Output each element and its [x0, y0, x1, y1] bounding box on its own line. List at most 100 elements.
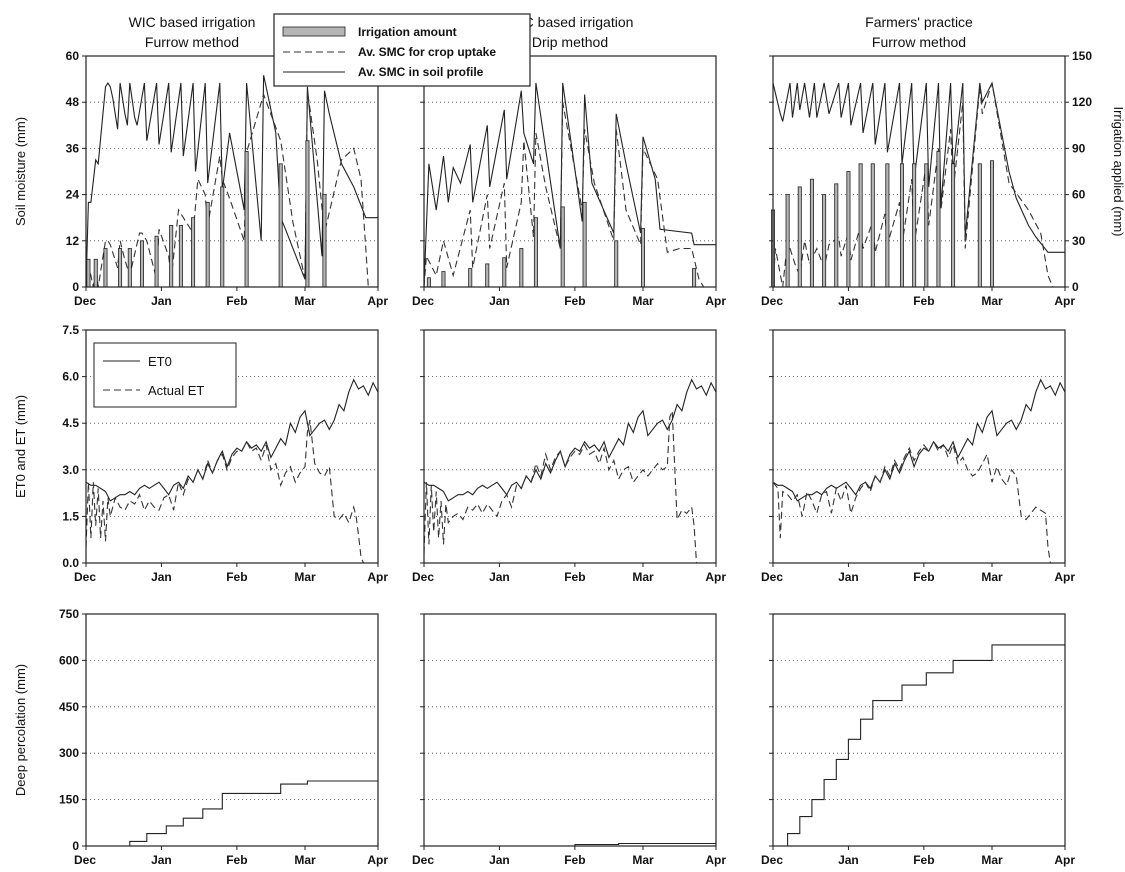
irrigation-bar: [582, 201, 587, 288]
irrigation-bar: [468, 268, 473, 288]
x-tick-label: Mar: [632, 853, 654, 867]
panel-percolation-1: 0 150 300 450 600 750 Dec Jan Feb Mar Apr Deep perc…: [13, 607, 388, 867]
y-tick-label: 450: [59, 700, 79, 714]
x-tick-label: Mar: [294, 853, 316, 867]
irrigation-bar: [278, 163, 283, 288]
y-axis-label: Deep percolation (mm): [13, 664, 28, 796]
irrigation-bar: [560, 206, 565, 288]
irrigation-bar: [936, 151, 941, 288]
irrigation-bar: [118, 248, 123, 288]
legend-label: ET0: [148, 354, 172, 369]
irrigation-bar: [912, 163, 917, 288]
y2-axis-label: Irrigation applied (mm): [1111, 106, 1125, 236]
y2-tick-label: 90: [1072, 141, 1086, 155]
x-tick-label: Dec: [761, 853, 783, 867]
x-tick-label: Dec: [761, 570, 783, 584]
irrigation-bar: [220, 186, 225, 288]
legend-label: Actual ET: [148, 383, 204, 398]
plot-frame: [423, 55, 717, 288]
x-tick-label: Dec: [74, 294, 96, 308]
y-tick-label: 600: [59, 653, 79, 667]
y-tick-label: 12: [66, 234, 80, 248]
series-line-av-smc-for-crop-uptake: [423, 102, 705, 288]
x-tick-label: Mar: [981, 570, 1003, 584]
x-tick-label: Mar: [294, 570, 316, 584]
plot-frame: [772, 613, 1066, 847]
y2-tick-label: 30: [1072, 234, 1086, 248]
x-tick-label: Apr: [1054, 570, 1075, 584]
series-line-et0: [423, 378, 717, 502]
irrigation-bar: [205, 201, 210, 288]
series-line-et0: [85, 378, 379, 502]
legend-box: [273, 13, 531, 87]
y-tick-label: 3.0: [62, 463, 79, 477]
panel-soil-moisture-1: 0 12 24 36 48 60 Dec Jan Feb Mar Apr WIC based irri…: [13, 14, 388, 308]
irrigation-bar: [951, 163, 956, 288]
panel-soil-moisture-2: Dec Jan Feb Mar Apr WIC based irrigation Drip …: [412, 14, 726, 308]
x-tick-label: Dec: [412, 294, 434, 308]
irrigation-bar: [244, 151, 249, 288]
x-tick-label: Jan: [489, 294, 510, 308]
x-tick-label: Feb: [913, 853, 934, 867]
y-tick-label: 48: [66, 95, 80, 109]
x-tick-label: Mar: [632, 570, 654, 584]
panel-subtitle: Drip method: [532, 34, 608, 50]
y-tick-label: 24: [66, 188, 80, 202]
irrigation-bar: [692, 268, 697, 288]
series-line-av-smc-for-crop-uptake: [85, 90, 369, 288]
plot-frame: [423, 613, 717, 847]
irrigation-bar: [139, 240, 144, 288]
x-tick-label: Mar: [981, 294, 1003, 308]
irrigation-bar: [533, 217, 538, 288]
x-tick-label: Feb: [564, 853, 585, 867]
plot-frame: [85, 55, 379, 288]
y-axis-label: Soil moisture (mm): [13, 117, 28, 226]
irrigation-bar: [641, 228, 646, 288]
irrigation-bar: [809, 178, 814, 288]
y-tick-label: 7.5: [62, 323, 79, 337]
x-tick-label: Dec: [74, 570, 96, 584]
y2-tick-label: 150: [1072, 49, 1092, 63]
x-tick-label: Jan: [838, 570, 859, 584]
x-tick-label: Mar: [632, 294, 654, 308]
legend-et: ET0 Actual ET: [93, 342, 237, 408]
x-tick-label: Feb: [913, 294, 934, 308]
irrigation-bar: [822, 194, 827, 288]
x-tick-label: Dec: [761, 294, 783, 308]
plot-frame: [772, 329, 1066, 564]
x-tick-label: Dec: [74, 853, 96, 867]
y-tick-label: 36: [66, 141, 80, 155]
legend-box: [93, 342, 237, 408]
x-tick-label: Jan: [489, 853, 510, 867]
y-tick-label: 0: [72, 280, 79, 294]
x-tick-label: Apr: [367, 570, 388, 584]
legend-label: Av. SMC for crop uptake: [358, 45, 496, 59]
x-tick-label: Feb: [564, 570, 585, 584]
series-line-av-smc-in-soil-profile: [423, 82, 716, 288]
chart-panels: 0 12 24 36 48 60 Dec Jan Feb Mar Apr WIC based irri…: [13, 14, 1125, 867]
y-tick-label: 4.5: [62, 416, 79, 430]
y2-tick-label: 60: [1072, 188, 1086, 202]
legend-swatch-bar: [282, 26, 346, 37]
plot-frame: [85, 329, 379, 564]
plot-frame: [423, 329, 717, 564]
x-tick-label: Feb: [913, 570, 934, 584]
series-line-et0: [772, 378, 1066, 502]
y-tick-label: 6.0: [62, 370, 79, 384]
x-tick-label: Apr: [705, 570, 726, 584]
panel-subtitle: Furrow method: [145, 34, 239, 50]
x-tick-label: Jan: [151, 853, 172, 867]
panel-percolation-2: Dec Jan Feb Mar Apr: [412, 613, 726, 867]
irrigation-bar: [899, 163, 904, 288]
x-tick-label: Apr: [367, 294, 388, 308]
y-tick-label: 150: [59, 793, 79, 807]
series-line-actual-et: [423, 410, 698, 564]
irrigation-bar: [502, 257, 507, 288]
irrigation-bar: [178, 224, 183, 288]
plot-frame: [85, 613, 379, 847]
panel-title: WIC based irrigation: [129, 14, 256, 30]
irrigation-bar: [441, 271, 446, 288]
x-tick-label: Dec: [412, 853, 434, 867]
legend-label: Irrigation amount: [358, 25, 457, 39]
